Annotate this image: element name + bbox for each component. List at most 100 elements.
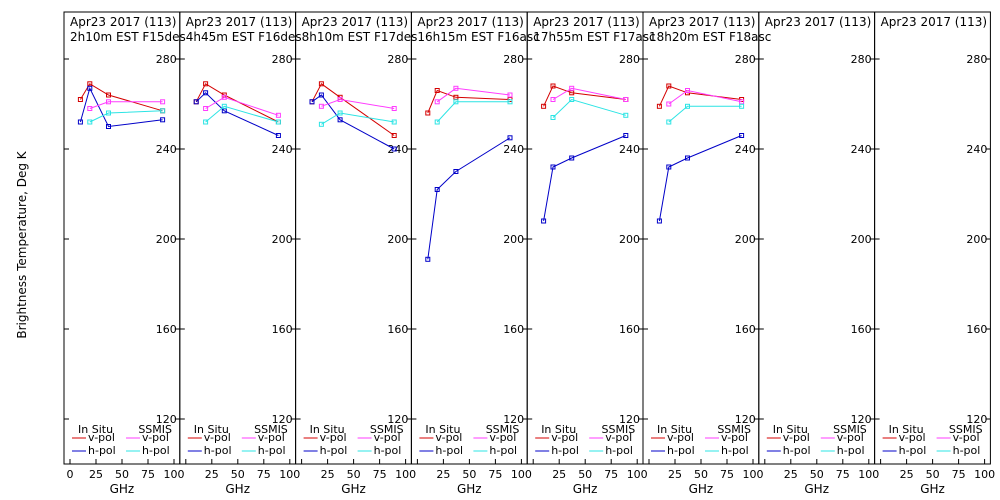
series-line-ssmis-hpol xyxy=(89,110,163,123)
data-point-in-situ-hpol xyxy=(550,164,556,170)
data-point-in-situ-hpol xyxy=(623,133,629,138)
series-line-ssmis-hpol xyxy=(552,98,626,118)
legend-label-ssmis-hpol: h-pol xyxy=(258,444,286,457)
legend-title-in-situ: In Situ xyxy=(310,423,345,436)
y-tick-label: 120 xyxy=(503,413,524,426)
panel-1: Apr23 2017 (113)2h10m EST F15des 120 160 20… xyxy=(63,11,186,496)
y-tick-label: 280 xyxy=(966,53,987,66)
panel-header: Apr23 2017 (113) xyxy=(70,15,176,29)
legend-title-ssmis: SSMIS xyxy=(833,423,867,436)
x-axis-title: GHz xyxy=(457,482,482,496)
y-tick-label: 200 xyxy=(503,233,524,246)
y-tick-label: 120 xyxy=(851,413,872,426)
panel-header: Apr23 2017 (113) xyxy=(649,15,755,29)
panel-subtitle: 2h10m EST F15des xyxy=(70,30,186,44)
x-axis-title: GHz xyxy=(573,482,598,496)
data-point-ssmis-vpol xyxy=(569,85,575,91)
x-tick-label: 100 xyxy=(858,468,879,481)
x-axis-title: GHz xyxy=(110,482,135,496)
y-tick-label: 160 xyxy=(387,323,408,336)
series-line-in-situ-hpol xyxy=(543,135,626,222)
panels: Apr23 2017 (113)2h10m EST F15des12016020… xyxy=(63,11,995,496)
legend-label-in-situ-hpol: h-pol xyxy=(551,444,579,457)
data-point-in-situ-vpol xyxy=(425,110,431,116)
data-point-in-situ-vpol xyxy=(391,133,397,138)
y-tick-label: 160 xyxy=(619,323,640,336)
legend-label-ssmis-vpol: v-pol xyxy=(837,431,864,444)
legend-label-in-situ-vpol: v-pol xyxy=(667,431,694,444)
x-tick-label: 100 xyxy=(164,468,185,481)
y-tick-label: 240 xyxy=(851,143,872,156)
series-line-ssmis-vpol xyxy=(552,87,626,100)
legend-label-ssmis-hpol: h-pol xyxy=(953,444,981,457)
panel-7: Apr23 2017 (113) 120 160 200 240 280 25 50 75 100… xyxy=(758,11,879,496)
legend-label-ssmis-vpol: v-pol xyxy=(258,431,285,444)
data-point-in-situ-hpol xyxy=(193,99,199,105)
legend-label-in-situ-hpol: h-pol xyxy=(667,444,695,457)
data-point-in-situ-hpol xyxy=(739,133,745,138)
legend-label-ssmis-hpol: h-pol xyxy=(837,444,865,457)
data-point-in-situ-hpol xyxy=(666,164,672,170)
data-point-in-situ-vpol xyxy=(203,81,209,87)
data-point-ssmis-vpol xyxy=(685,88,690,93)
data-point-in-situ-hpol xyxy=(337,117,343,123)
data-point-ssmis-hpol xyxy=(434,119,440,125)
panel-header: Apr23 2017 (113) xyxy=(881,15,987,29)
legend-title-in-situ: In Situ xyxy=(194,423,229,436)
y-tick-label: 240 xyxy=(387,143,408,156)
y-axis-title: Brightness Temperature, Deg K xyxy=(15,150,29,338)
legend-label-in-situ-vpol: v-pol xyxy=(551,431,578,444)
data-point-ssmis-hpol xyxy=(337,110,343,116)
legend-title-in-situ: In Situ xyxy=(541,423,576,436)
legend-label-ssmis-hpol: h-pol xyxy=(142,444,170,457)
data-point-ssmis-vpol xyxy=(203,106,209,111)
series-line-ssmis-vpol xyxy=(205,96,279,116)
x-tick-label: 75 xyxy=(488,468,502,481)
data-point-ssmis-hpol xyxy=(87,119,93,125)
series-line-ssmis-vpol xyxy=(321,98,395,109)
panel-subtitle: 18h20m EST F18asc xyxy=(649,30,771,44)
x-tick-label: 75 xyxy=(141,468,155,481)
y-tick-label: 200 xyxy=(966,233,987,246)
x-tick-label: 50 xyxy=(926,468,940,481)
series-line-ssmis-hpol xyxy=(668,105,742,123)
legend-title-ssmis: SSMIS xyxy=(717,423,751,436)
legend-title-ssmis: SSMIS xyxy=(949,423,983,436)
y-tick-label: 120 xyxy=(387,413,408,426)
data-point-ssmis-vpol xyxy=(221,94,227,100)
legend-label-in-situ-hpol: h-pol xyxy=(204,444,232,457)
x-tick-label: 75 xyxy=(604,468,618,481)
data-point-in-situ-vpol xyxy=(318,81,324,87)
legend-title-in-situ: In Situ xyxy=(425,423,460,436)
data-point-ssmis-vpol xyxy=(106,99,111,105)
panel-subtitle: 17h55m EST F17asc xyxy=(533,30,655,44)
x-tick-label: 50 xyxy=(115,468,129,481)
data-point-in-situ-hpol xyxy=(541,218,547,224)
data-point-ssmis-vpol xyxy=(337,97,343,102)
y-tick-label: 160 xyxy=(735,323,756,336)
legend-label-ssmis-vpol: v-pol xyxy=(374,431,401,444)
series-line-in-situ-hpol xyxy=(311,94,395,150)
x-tick-label: 75 xyxy=(952,468,966,481)
data-point-in-situ-hpol xyxy=(275,133,281,138)
x-tick-label: 50 xyxy=(810,468,824,481)
data-point-in-situ-vpol xyxy=(434,88,440,93)
y-tick-label: 280 xyxy=(619,53,640,66)
legend-title-in-situ: In Situ xyxy=(657,423,692,436)
data-point-ssmis-vpol xyxy=(160,99,166,105)
data-point-ssmis-hpol xyxy=(203,119,209,125)
panel-4: Apr23 2017 (113)16h15m EST F16asc 120 160 2… xyxy=(410,11,540,496)
data-point-in-situ-vpol xyxy=(541,103,547,109)
y-tick-label: 200 xyxy=(619,233,640,246)
x-tick-label: 50 xyxy=(231,468,245,481)
x-axis-title: GHz xyxy=(804,482,829,496)
y-tick-label: 240 xyxy=(156,143,177,156)
data-point-in-situ-hpol xyxy=(507,135,513,141)
data-point-ssmis-vpol xyxy=(453,85,459,91)
series-line-in-situ-hpol xyxy=(195,92,279,136)
legend-title-in-situ: In Situ xyxy=(773,423,808,436)
legend-label-in-situ-hpol: h-pol xyxy=(88,444,116,457)
legend-title-ssmis: SSMIS xyxy=(370,423,404,436)
